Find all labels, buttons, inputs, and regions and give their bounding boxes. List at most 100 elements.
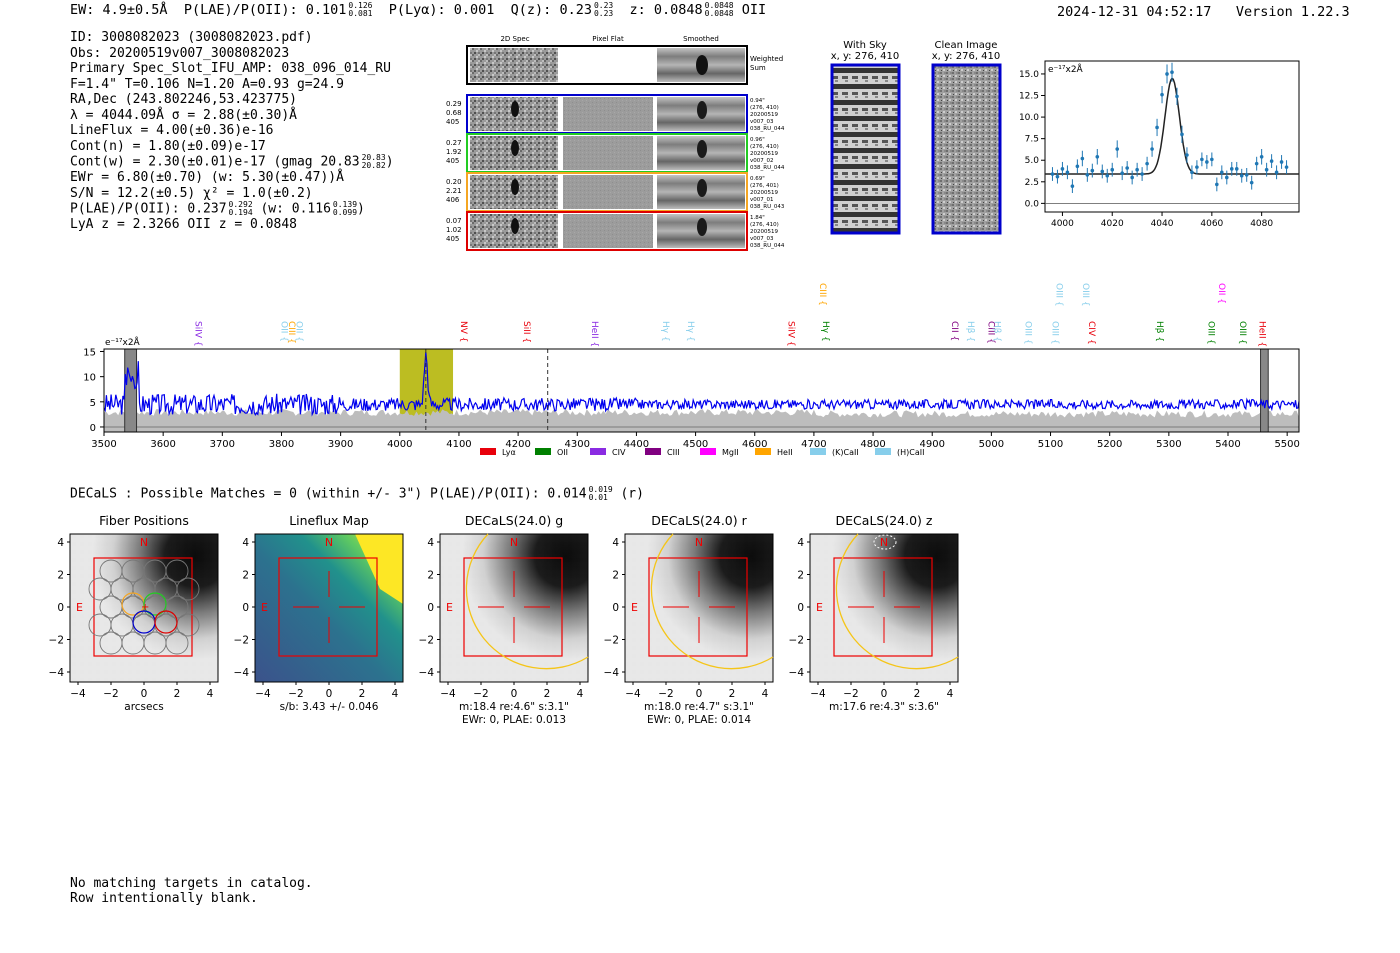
fiber-circle — [165, 631, 189, 655]
plae-value: P(LAE)/P(OII): 0.101 — [183, 2, 347, 18]
fiber-smoothed-blob — [697, 140, 707, 158]
panel-xtick-2: 0 — [326, 688, 333, 700]
spec-xticks: 3500 3600 3700 3800 3900 4000 4100 4200 4300 4400… — [91, 432, 1300, 450]
panel-xtick-1: −2 — [843, 688, 858, 700]
fit-point — [1185, 153, 1189, 157]
info-id: ID: 3008082023 (3008082023.pdf) — [70, 30, 313, 45]
masked-band-1 — [1260, 348, 1269, 433]
info-primary: Primary Spec_Slot_IFU_AMP: 038_096_014_R… — [70, 61, 391, 76]
ew-value: EW: 4.9±0.5Å — [70, 2, 168, 18]
panel-ytick-1: 2 — [57, 570, 64, 582]
plae-lower: 0.081 — [348, 9, 373, 18]
panel-3: DECaLS(24.0) g N E 4 2 0 −2 −4 −4 −2 0 2 4 m:18.4 re:… — [419, 513, 589, 725]
spec-xtick-17: 5200 — [1097, 439, 1122, 450]
fit-point — [1170, 70, 1174, 75]
legend-label-4: MgII — [722, 448, 739, 457]
col-2dspec: 2D Spec — [500, 35, 529, 43]
spec-ytick-0: 0 — [90, 423, 96, 434]
spectral-line-labels: SiIV {OII {CIII {OII {NV {SiII {HeII {Hγ… — [193, 283, 1267, 347]
fit-marks — [1045, 62, 1299, 204]
contw-text: Cont(w) = 2.30(±0.01)e-17 (gmag 20.83 — [70, 154, 360, 170]
decals-summary: DECaLS : Possible Matches = 0 (within +/… — [70, 486, 644, 502]
panel-caption-2: EWr: 0, PLAE: 0.014 — [647, 714, 751, 725]
fit-xtick-2: 4040 — [1151, 219, 1174, 229]
version: Version 1.22.3 — [1235, 4, 1350, 20]
z-upper: 0.0848 — [704, 1, 734, 10]
fit-point — [1055, 174, 1060, 179]
fit-point — [1125, 166, 1129, 170]
spec-xtick-13: 4800 — [860, 439, 885, 450]
panel-ytick-2: 0 — [242, 602, 249, 614]
line-label-10: CIII { — [817, 283, 827, 306]
spec-xtick-0: 3500 — [91, 439, 116, 450]
panel-ytick-2: 0 — [427, 602, 434, 614]
north-label: N — [325, 536, 333, 549]
ellipse-aperture — [465, 533, 589, 670]
legend-label-2: CIV — [612, 448, 626, 457]
fit-ytick-0: 0.0 — [1025, 199, 1040, 209]
aperture-box — [463, 557, 563, 657]
fiber-row-right-4: 038_RU_044 — [750, 243, 785, 249]
fit-xtick-1: 4020 — [1101, 219, 1124, 229]
panel-xtick-4: 4 — [207, 688, 214, 700]
spec-xtick-1: 3600 — [150, 439, 175, 450]
fiber-row-right-1: (276, 410) — [750, 222, 779, 228]
north-label: N — [695, 536, 703, 549]
contw-close: ) — [385, 154, 394, 170]
panel-xtick-0: −4 — [70, 688, 86, 700]
panel-xtick-3: 2 — [729, 688, 736, 700]
panel-title: DECaLS(24.0) z — [836, 513, 933, 528]
noise-floor — [104, 426, 1299, 432]
clean-title: Clean Image — [935, 40, 998, 51]
fit-ytick-4: 10.0 — [1019, 113, 1039, 123]
spec-xtick-2: 3700 — [210, 439, 235, 450]
panel-xtick-1: −2 — [288, 688, 303, 700]
fiber-smoothed-blob — [697, 179, 707, 197]
selected-fiber-3 — [154, 610, 178, 634]
fit-point — [1210, 157, 1214, 162]
panel-ytick-0: 4 — [612, 537, 619, 549]
spec-ytick-3: 15 — [83, 348, 96, 359]
fit-point — [1080, 156, 1085, 161]
fit-point — [1220, 170, 1224, 175]
fiber-row-left-1: 1.92 — [446, 148, 462, 156]
decals-band: (r) — [620, 486, 644, 502]
fit-point — [1100, 169, 1105, 174]
panel-ytick-3: −2 — [419, 635, 434, 647]
fit-point — [1120, 171, 1124, 175]
fiber-2dspec-blob — [511, 218, 519, 234]
qz-value: Q(z): 0.23 — [510, 2, 592, 18]
fiber-row-right-3: v007_03 — [750, 119, 774, 125]
fiber-row-right-2: 20200519 — [750, 151, 778, 157]
clean-xy: x, y: 276, 410 — [932, 51, 1001, 62]
panel-ytick-4: −4 — [49, 667, 65, 679]
fit-point — [1130, 175, 1134, 180]
info-contn: Cont(n) = 1.80(±0.09)e-17 — [70, 138, 266, 154]
panel-ytick-0: 4 — [242, 537, 249, 549]
fit-point — [1249, 180, 1254, 185]
fiber-row-right-4: 038_RU_043 — [750, 204, 785, 210]
plae2-w-text: (w: 0.116 — [260, 201, 331, 217]
line-label-2: CIII { — [286, 321, 296, 344]
spec-unit: e⁻¹⁷x2Å — [105, 336, 141, 348]
panel-ytick-1: 2 — [612, 570, 619, 582]
fiber-2dspec-blob — [511, 179, 519, 195]
fit-xticks: 4000 4020 4040 4060 4080 — [1051, 212, 1273, 229]
info-lyaz: LyA z = 2.3266 OII z = 0.0848 — [70, 217, 297, 232]
fit-point — [1200, 157, 1204, 162]
legend-label-1: OII — [557, 448, 568, 457]
east-label: E — [631, 601, 638, 614]
panel-ytick-4: −4 — [604, 667, 620, 679]
fit-point — [1165, 72, 1169, 76]
legend-swatch-2 — [590, 448, 606, 455]
line-label-1: OII { — [279, 321, 289, 342]
fit-point — [1205, 160, 1209, 164]
line-label-18: OIII { — [1053, 283, 1063, 307]
spec-xtick-7: 4200 — [505, 439, 530, 450]
panel-title: DECaLS(24.0) r — [651, 513, 747, 528]
weighted-label: Weighted — [750, 55, 783, 63]
spectrum-plot: SiIV {OII {CIII {OII {NV {SiII {HeII {Hγ… — [83, 283, 1300, 457]
line-label-12: CII { — [949, 321, 959, 341]
plae2-w-upper: 0.139 — [332, 200, 358, 209]
